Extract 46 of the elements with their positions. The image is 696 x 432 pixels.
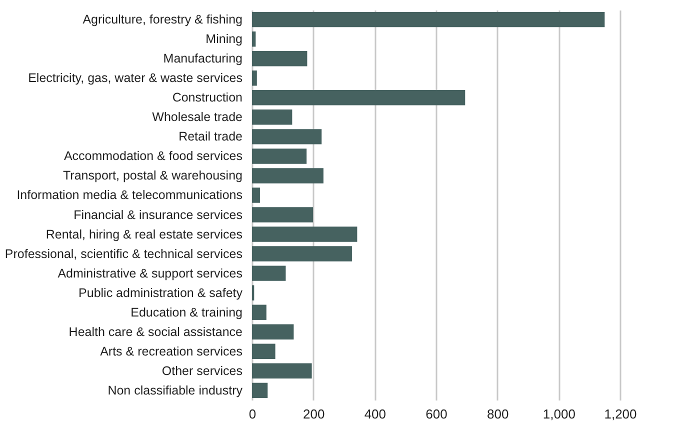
bar bbox=[252, 324, 294, 340]
bar bbox=[252, 226, 358, 242]
y-tick-label: Non classifiable industry bbox=[108, 383, 244, 398]
bar bbox=[252, 382, 268, 398]
bar bbox=[252, 12, 605, 28]
y-tick-label: Agriculture, forestry & fishing bbox=[82, 12, 243, 27]
y-tick-label: Accommodation & food services bbox=[64, 149, 242, 164]
y-tick-label: Manufacturing bbox=[163, 52, 243, 66]
y-tick-label: Wholesale trade bbox=[152, 110, 243, 124]
y-tick-label: Arts & recreation services bbox=[100, 344, 242, 358]
bar bbox=[252, 31, 256, 47]
x-tick-label: 1,000 bbox=[542, 406, 576, 422]
bar bbox=[252, 344, 276, 360]
bar bbox=[252, 50, 308, 66]
y-tick-label: Financial & insurance services bbox=[74, 208, 242, 222]
bar bbox=[252, 304, 266, 320]
x-tick-label: 600 bbox=[426, 406, 448, 422]
bar bbox=[252, 110, 292, 125]
x-tick-label: 200 bbox=[302, 406, 325, 422]
x-tick-label: 0 bbox=[248, 406, 256, 422]
y-tick-label: Education & training bbox=[130, 305, 243, 320]
bar bbox=[252, 188, 260, 203]
y-tick-label: Electricity, gas, water & waste services bbox=[28, 71, 242, 86]
bar bbox=[252, 168, 324, 184]
y-tick-label: Professional, scientific & technical services bbox=[4, 246, 242, 261]
y-tick-label: Other services bbox=[162, 364, 242, 378]
y-tick-label: Health care & social assistance bbox=[68, 324, 243, 339]
y-tick-label: Rental, hiring & real estate services bbox=[46, 227, 242, 242]
y-tick-label: Mining bbox=[206, 32, 243, 46]
y-tick-label: Information media & telecommunications bbox=[16, 188, 242, 202]
bar bbox=[252, 246, 352, 262]
x-tick-label: 1,200 bbox=[604, 406, 637, 422]
y-tick-label: Construction bbox=[172, 90, 243, 105]
bar bbox=[252, 148, 307, 164]
y-tick-label: Transport, postal & warehousing bbox=[63, 168, 243, 183]
x-tick-label: 800 bbox=[486, 406, 509, 422]
y-tick-label: Retail trade bbox=[178, 130, 243, 144]
bar bbox=[252, 207, 314, 222]
x-tick-label: 400 bbox=[364, 406, 386, 422]
bar bbox=[252, 90, 466, 106]
bar bbox=[252, 363, 312, 379]
bar bbox=[252, 129, 322, 144]
bar bbox=[252, 70, 257, 86]
y-tick-label: Public administration & safety bbox=[78, 286, 244, 300]
y-tick-label: Administrative & support services bbox=[58, 266, 242, 280]
bar bbox=[252, 266, 286, 281]
